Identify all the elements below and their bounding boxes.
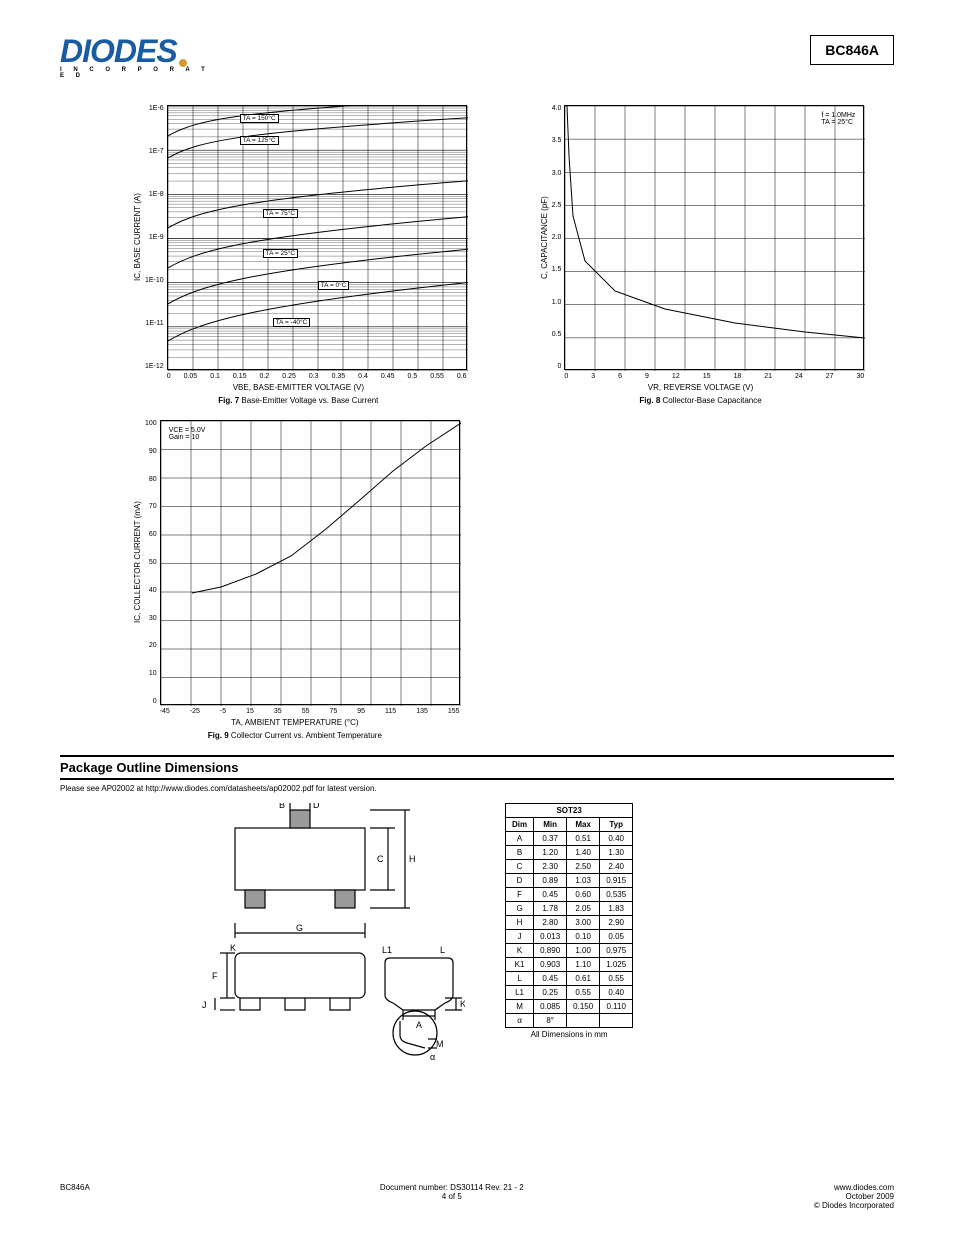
lbl-k1: K1 — [460, 999, 465, 1009]
footer-right: www.diodes.comOctober 2009© Diodes Incor… — [814, 1183, 894, 1210]
chart-1: IC, BASE CURRENT (A) 1E-61E-71E-81E-91E-… — [130, 105, 467, 405]
chart2-plot: f = 1.0MHz TA = 25°C — [564, 105, 864, 370]
unit-note: Please see AP02002 at http://www.diodes.… — [60, 784, 894, 793]
footer: BC846A Document number: DS30114 Rev. 21 … — [60, 1183, 894, 1210]
lbl-m: M — [436, 1039, 444, 1049]
logo-text: DIODES — [60, 35, 177, 67]
footer-part: BC846A — [60, 1183, 90, 1210]
lbl-f: F — [212, 971, 218, 981]
lbl-h: H — [409, 854, 416, 864]
chart1-xlabel: VBE, BASE-EMITTER VOLTAGE (V) — [233, 380, 364, 392]
chart2-yticks: 4.03.53.02.52.01.51.00.50 — [552, 105, 565, 370]
chart3-caption: Fig. 9 Collector Current vs. Ambient Tem… — [208, 731, 382, 740]
chart3-cond: VCE = 5.0V Gain = 10 — [169, 427, 206, 441]
lbl-l1: L1 — [382, 945, 392, 955]
chart2-xlabel: VR, REVERSE VOLTAGE (V) — [648, 380, 754, 392]
lbl-d: D — [313, 803, 320, 810]
footer-doc: Document number: DS30114 Rev. 21 - 24 of… — [380, 1183, 524, 1210]
logo: DIODES I N C O R P O R A T E D — [60, 35, 225, 90]
part-number-box: BC846A — [810, 35, 894, 65]
chart-2: C, CAPACITANCE (pF) 4.03.53.02.52.01.51.… — [537, 105, 865, 405]
chart3-ylabel: IC, COLLECTOR CURRENT (mA) — [130, 420, 145, 705]
chart3-xlabel: TA, AMBIENT TEMPERATURE (°C) — [231, 715, 359, 727]
dimension-table: SOT23DimMinMaxTypA0.370.510.40B1.201.401… — [505, 803, 633, 1028]
chart3-plot: VCE = 5.0V Gain = 10 — [160, 420, 460, 705]
chart2-xticks: 036912151821242730 — [564, 370, 864, 380]
package-table-wrap: SOT23DimMinMaxTypA0.370.510.40B1.201.401… — [505, 803, 633, 1039]
package-section: B D C H G F J K L1 L K1 A M α SOT23Dim — [60, 803, 894, 1063]
lbl-l: L — [440, 945, 445, 955]
lbl-k: K — [230, 943, 236, 953]
dim-table-note: All Dimensions in mm — [505, 1030, 633, 1039]
chart1-caption: Fig. 7 Base-Emitter Voltage vs. Base Cur… — [218, 396, 378, 405]
lbl-a: A — [416, 1020, 422, 1030]
logo-dot — [179, 59, 187, 67]
header: DIODES I N C O R P O R A T E D BC846A — [60, 35, 894, 90]
chart2-cond: f = 1.0MHz TA = 25°C — [821, 112, 855, 126]
logo-subtitle: I N C O R P O R A T E D — [60, 67, 225, 79]
divider-2 — [60, 778, 894, 780]
chart1-yticks: 1E-61E-71E-81E-91E-101E-111E-12 — [145, 105, 167, 370]
lbl-c: C — [377, 854, 384, 864]
section-title-package: Package Outline Dimensions — [60, 760, 894, 775]
chart2-ylabel: C, CAPACITANCE (pF) — [537, 105, 552, 370]
lbl-alpha: α — [430, 1052, 435, 1062]
divider-1 — [60, 755, 894, 757]
chart-3: IC, COLLECTOR CURRENT (mA) 1009080706050… — [130, 420, 460, 740]
chart3-yticks: 1009080706050403020100 — [145, 420, 160, 705]
chart3-xticks: -45-25-51535557595115135155 — [160, 705, 460, 715]
chart1-ylabel: IC, BASE CURRENT (A) — [130, 105, 145, 370]
lbl-j: J — [202, 1000, 207, 1010]
lbl-g: G — [296, 923, 303, 933]
package-drawing: B D C H G F J K L1 L K1 A M α — [185, 803, 465, 1063]
chart2-caption: Fig. 8 Collector-Base Capacitance — [639, 396, 761, 405]
chart1-plot: TA = 150°CTA = 125°CTA = 75°CTA = 25°CTA… — [167, 105, 467, 370]
lbl-b: B — [279, 803, 285, 810]
